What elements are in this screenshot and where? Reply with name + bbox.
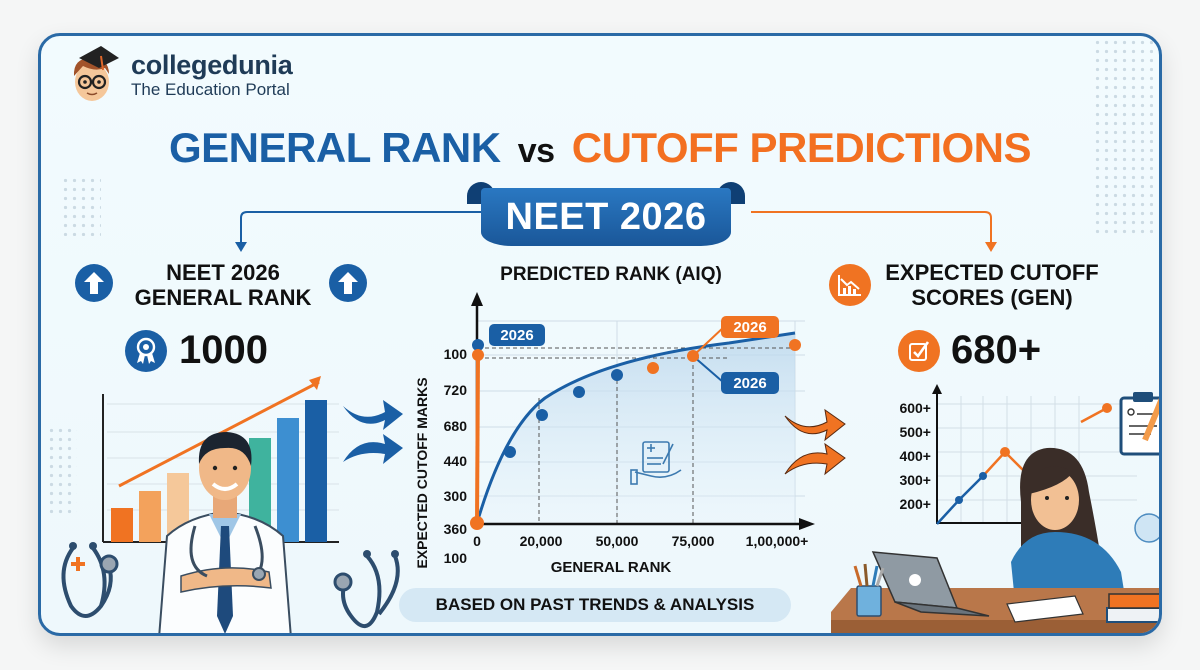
rank-growth-bar-chart xyxy=(61,376,400,633)
y-tick: 500+ xyxy=(899,424,931,440)
y-tick: 440 xyxy=(444,453,468,469)
predicted-rank-line-chart: 100 720 680 440 300 360 100 EXPECTED CUT… xyxy=(414,292,815,576)
y-tick: 100 xyxy=(444,550,468,566)
collegedunia-logo[interactable]: collegedunia The Education Portal xyxy=(65,44,293,106)
document-hand-icon xyxy=(630,441,682,485)
y-tick: 200+ xyxy=(899,496,931,512)
y-tick: 600+ xyxy=(899,400,931,416)
checkbox-icon xyxy=(898,330,940,372)
label-2026-blue-right: 2026 xyxy=(733,375,766,392)
x-tick: 75,000 xyxy=(672,533,715,549)
left-heading-line2: GENERAL RANK xyxy=(134,285,312,310)
y-axis-label: EXPECTED CUTOFF MARKS xyxy=(414,377,430,568)
y-tick: 360 xyxy=(444,521,468,537)
title-vs: vs xyxy=(517,132,555,170)
award-ribbon-icon xyxy=(125,330,167,372)
cutoff-trend-mini-chart: 600+ 500+ 400+ 300+ 200+ xyxy=(831,384,1159,633)
right-heading-line1: EXPECTED CUTOFF xyxy=(885,260,1099,285)
decorative-dots xyxy=(1093,38,1153,238)
x-tick: 20,000 xyxy=(520,533,563,549)
brand-tagline: The Education Portal xyxy=(131,80,290,99)
y-tick: 680 xyxy=(444,418,468,434)
mascot-face-icon xyxy=(65,44,123,106)
analysis-footer-pill: BASED ON PAST TRENDS & ANALYSIS xyxy=(399,588,791,622)
chat-bubble-icon xyxy=(1134,513,1159,543)
label-2026-orange: 2026 xyxy=(733,319,766,336)
clipboard-icon xyxy=(1119,392,1159,456)
y-tick: 300+ xyxy=(899,472,931,488)
connector-arrows xyxy=(235,211,997,252)
general-rank-value: 1000 xyxy=(179,328,268,372)
right-heading: EXPECTED CUTOFF SCORES (GEN) xyxy=(877,260,1107,310)
main-title: GENERAL RANK vs CUTOFF PREDICTIONS xyxy=(41,124,1159,172)
neet-2026-banner: NEET 2026 xyxy=(461,182,751,248)
y-tick: 100 xyxy=(444,346,468,362)
x-axis-label: GENERAL RANK xyxy=(551,559,672,576)
center-chart-title: PREDICTED RANK (AIQ) xyxy=(500,264,722,285)
cutoff-score-value: 680+ xyxy=(951,328,1042,372)
doctor-illustration xyxy=(158,432,292,633)
blue-curved-arrows xyxy=(343,400,403,464)
title-general-rank: GENERAL RANK xyxy=(169,124,501,171)
decorative-dots xyxy=(47,426,77,516)
label-2026-blue: 2026 xyxy=(500,327,533,344)
right-heading-line2: SCORES (GEN) xyxy=(911,285,1073,310)
title-cutoff-predictions: CUTOFF PREDICTIONS xyxy=(571,124,1032,171)
x-tick: 1,00,000+ xyxy=(746,533,809,549)
banner-text: NEET 2026 xyxy=(505,196,707,238)
infographic-card: collegedunia The Education Portal GENERA… xyxy=(38,33,1162,636)
arrow-up-icon xyxy=(75,264,113,302)
arrow-up-icon xyxy=(329,264,367,302)
x-tick: 0 xyxy=(473,533,481,549)
left-heading-line1: NEET 2026 xyxy=(166,260,280,285)
declining-chart-icon xyxy=(829,264,871,306)
y-tick: 720 xyxy=(444,382,468,398)
brand-name: collegedunia xyxy=(131,50,293,80)
left-heading: NEET 2026 GENERAL RANK xyxy=(123,260,323,310)
x-tick: 50,000 xyxy=(596,533,639,549)
orange-curved-arrows xyxy=(784,408,846,476)
decorative-dots xyxy=(61,176,101,236)
y-tick: 300 xyxy=(444,488,468,504)
y-tick: 400+ xyxy=(899,448,931,464)
